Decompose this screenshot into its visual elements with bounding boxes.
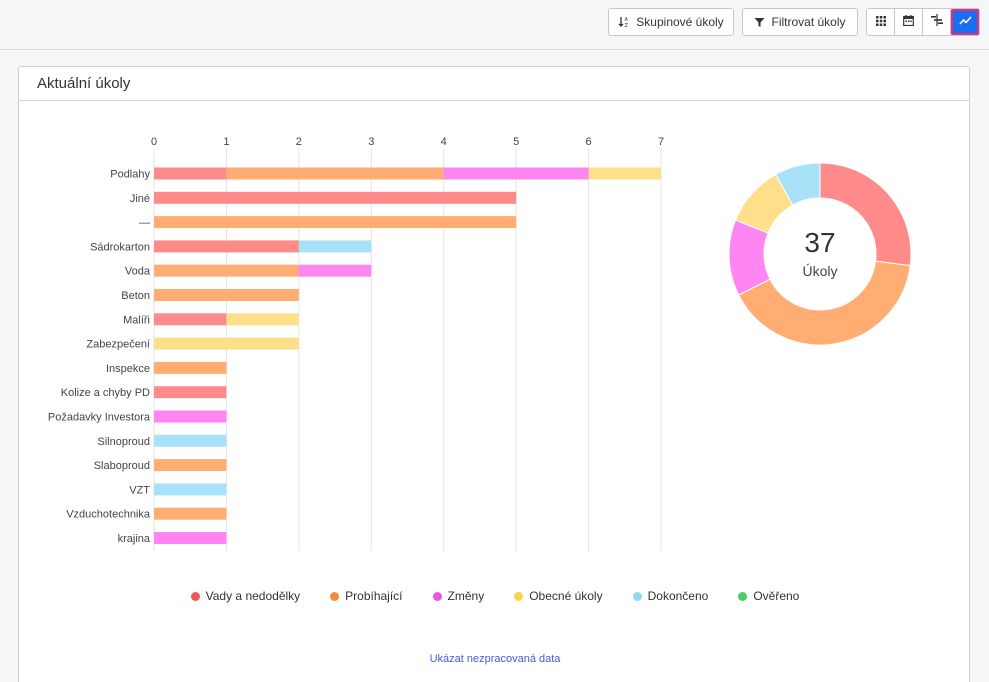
filter-tasks-label: Filtrovat úkoly xyxy=(771,15,846,29)
filter-tasks-button[interactable]: Filtrovat úkoly xyxy=(742,8,858,36)
legend-item[interactable]: Dokončeno xyxy=(632,589,709,603)
grid-icon xyxy=(875,13,886,31)
bar-segment[interactable] xyxy=(154,216,517,229)
x-tick-label: 2 xyxy=(296,136,302,148)
view-switcher xyxy=(866,8,980,36)
legend-label: Dokončeno xyxy=(647,589,709,603)
bar-segment[interactable] xyxy=(154,459,227,472)
legend-dot-icon xyxy=(632,591,642,601)
donut-slice[interactable] xyxy=(738,260,911,346)
category-label: Beton xyxy=(121,290,150,302)
filter-icon xyxy=(754,17,765,28)
bar-segment[interactable] xyxy=(154,434,227,447)
category-label: Voda xyxy=(125,266,151,278)
category-label: Podlahy xyxy=(110,169,150,181)
legend-label: Vady a nedodělky xyxy=(205,589,301,603)
show-raw-data-link[interactable]: Ukázat nezpracovaná data xyxy=(429,653,561,665)
tasks-donut-chart xyxy=(728,162,912,346)
calendar-icon xyxy=(903,13,914,31)
legend-item[interactable]: Obecné úkoly xyxy=(514,589,603,603)
legend-dot-icon xyxy=(738,591,748,601)
category-label: Zabezpečení xyxy=(86,339,150,351)
category-label: VZT xyxy=(129,484,150,496)
category-label: krajina xyxy=(118,533,151,545)
category-label: Sádrokarton xyxy=(90,241,150,253)
bar-segment[interactable] xyxy=(154,313,227,326)
bar-segment[interactable] xyxy=(298,264,372,277)
group-tasks-label: Skupinové úkoly xyxy=(636,15,724,29)
bar-segment[interactable] xyxy=(154,167,227,180)
bar-segment[interactable] xyxy=(154,361,227,374)
category-label: Požadavky Investora xyxy=(48,412,151,424)
category-label: — xyxy=(139,217,150,229)
bar-segment[interactable] xyxy=(154,507,227,520)
bar-segment[interactable] xyxy=(298,240,372,253)
legend-dot-icon xyxy=(330,591,340,601)
legend-item[interactable]: Probíhající xyxy=(330,589,403,603)
category-label: Slaboproud xyxy=(94,460,150,472)
legend-label: Ověřeno xyxy=(753,589,800,603)
card-header: Aktuální úkoly xyxy=(19,67,969,101)
chart-legend: Vady a nedodělky Probíhající Změny Obecné ú… xyxy=(19,589,971,603)
bar-segment[interactable] xyxy=(226,167,444,180)
legend-label: Probíhající xyxy=(345,589,403,603)
bar-segment[interactable] xyxy=(154,289,299,301)
x-tick-label: 6 xyxy=(586,136,592,148)
legend-item[interactable]: Změny xyxy=(432,589,485,603)
current-tasks-card: Aktuální úkoly 0 1 2 3 4 5 6 7 Podlahy Jiné — Sádro… xyxy=(18,66,970,682)
legend-item[interactable]: Ověřeno xyxy=(738,589,799,603)
donut-total-count: 37 xyxy=(804,227,836,258)
chart-line-icon xyxy=(958,13,972,31)
legend-dot-icon xyxy=(432,591,442,601)
bar-segment[interactable] xyxy=(154,337,299,350)
bar-segment[interactable] xyxy=(154,240,299,253)
view-gantt-button[interactable] xyxy=(923,9,951,35)
bar-segment[interactable] xyxy=(588,167,661,180)
bar-segment[interactable] xyxy=(443,167,589,180)
x-tick-label: 1 xyxy=(223,136,229,148)
donut-slice[interactable] xyxy=(774,162,821,206)
bar-segment[interactable] xyxy=(154,410,227,423)
category-label: Kolize a chyby PD xyxy=(61,387,150,399)
bar-segment[interactable] xyxy=(154,483,227,496)
x-tick-label: 5 xyxy=(513,136,519,148)
x-tick-label: 7 xyxy=(658,136,664,148)
view-grid-button[interactable] xyxy=(867,9,895,35)
bar-segment[interactable] xyxy=(154,264,299,277)
bar-segment[interactable] xyxy=(154,191,517,204)
bar-segment[interactable] xyxy=(154,386,227,399)
card-title: Aktuální úkoly xyxy=(37,75,131,92)
category-label: Silnoproud xyxy=(97,436,150,448)
legend-label: Změny xyxy=(447,589,485,603)
svg-text:A: A xyxy=(625,17,629,23)
legend-label: Obecné úkoly xyxy=(529,589,603,603)
category-label: Malíři xyxy=(123,314,150,326)
legend-dot-icon xyxy=(190,591,200,601)
view-chart-button[interactable] xyxy=(951,9,979,35)
x-tick-label: 3 xyxy=(368,136,374,148)
donut-total-label: Úkoly xyxy=(802,263,838,279)
svg-text:Z: Z xyxy=(625,23,629,28)
bar-segment[interactable] xyxy=(226,313,299,326)
gantt-icon xyxy=(930,13,943,31)
view-calendar-button[interactable] xyxy=(895,9,923,35)
category-label: Vzduchotechnika xyxy=(66,509,151,521)
x-tick-label: 0 xyxy=(151,136,157,148)
legend-dot-icon xyxy=(514,591,524,601)
x-tick-label: 4 xyxy=(441,136,447,148)
legend-item[interactable]: Vady a nedodělky xyxy=(190,589,301,603)
tasks-bar-chart: 0 1 2 3 4 5 6 7 Podlahy Jiné — Sádrokarton Voda Beton… xyxy=(48,136,664,551)
bar-segment[interactable] xyxy=(154,532,227,544)
category-label: Inspekce xyxy=(106,363,150,375)
category-label: Jiné xyxy=(130,193,150,205)
